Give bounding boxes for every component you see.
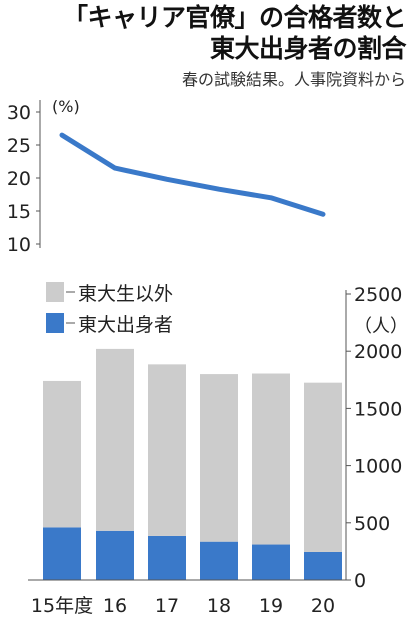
legend-swatch	[46, 313, 64, 333]
bar-x-tick-label: 17	[155, 595, 179, 617]
line-y-tick-label: 20	[7, 168, 31, 190]
bar-segment-toutai	[43, 527, 81, 580]
bar-segment-other	[304, 382, 342, 552]
bar-segment-other	[252, 373, 290, 545]
legend-swatch	[46, 282, 64, 302]
bar-segment-toutai	[148, 535, 186, 580]
line-y-tick-label: 15	[7, 201, 31, 223]
bar-x-tick-label: 16	[103, 595, 127, 617]
bar-y-tick-label: 2000	[354, 341, 402, 363]
title-line-1: 「キャリア官僚」の合格者数と	[62, 3, 407, 32]
legend-label: 東大出身者	[78, 314, 173, 336]
bar-segment-other	[148, 364, 186, 536]
chart-subtitle: 春の試験結果。人事院資料から	[181, 70, 406, 89]
bar-segment-other	[96, 348, 134, 531]
bar-x-tick-label: 15年度	[31, 595, 93, 617]
bar-unit-label: （人）	[354, 316, 408, 337]
bar-segment-other	[43, 380, 81, 528]
bar-y-tick-label: 500	[354, 513, 390, 535]
chart-title: 「キャリア官僚」の合格者数と 東大出身者の割合	[62, 2, 407, 64]
line-chart-toutai-ratio: 10 15 20 25 30 (%)	[7, 97, 326, 256]
bar-y-tick-label: 0	[354, 570, 366, 592]
line-unit-label: (%)	[52, 97, 80, 116]
line-series-toutai-ratio	[59, 132, 326, 217]
bar-x-tick-label: 18	[207, 595, 231, 617]
bar-segment-toutai	[252, 544, 290, 580]
bar-segment-toutai	[200, 541, 238, 580]
legend-label: 東大生以外	[78, 283, 173, 305]
line-y-tick-label: 25	[7, 135, 31, 157]
bar-chart-applicants: 15年度 16 17 18 19 20 0 500 1000 1500 2000 2500 （人） 東大生…	[28, 282, 408, 617]
bar-y-tick-label: 2500	[354, 284, 402, 306]
title-line-2: 東大出身者の割合	[209, 34, 407, 63]
bar-x-tick-label: 20	[311, 595, 335, 617]
line-y-tick-label: 30	[7, 102, 31, 124]
bar-x-tick-label: 19	[259, 595, 283, 617]
bar-y-tick-label: 1500	[354, 398, 402, 420]
line-y-tick-label: 10	[7, 234, 31, 256]
bar-y-tick-label: 1000	[354, 456, 402, 478]
bar-segment-toutai	[96, 530, 134, 580]
bar-segment-toutai	[304, 551, 342, 580]
bar-segment-other	[200, 374, 238, 542]
